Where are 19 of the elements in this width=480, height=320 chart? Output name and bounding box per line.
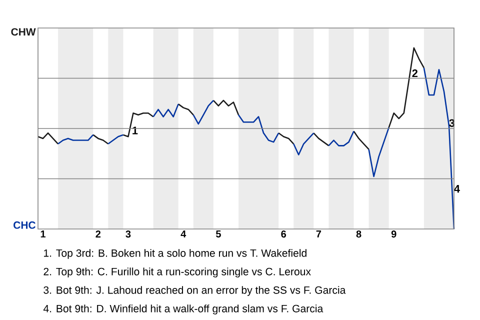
text: 3. Bot 9th: J. Lahoud reached on an error by the SS vs F. Garcia [44,286,346,296]
text: 4 [454,185,460,193]
x-tick-label: 5 [216,230,221,238]
text: CHW [11,28,36,36]
x-tick-label: 3 [126,230,131,238]
x-tick-label: 2 [96,230,101,238]
x-tick-label: 8 [356,230,362,238]
x-tick-label: 1 [40,230,46,238]
annotation: 1 [132,126,138,134]
x-tick-label: 4 [180,230,186,238]
x-tick-label: 6 [281,230,286,238]
text: 1. Top 3rd: B. Boken hit a solo home run vs T. Wakefield [44,249,306,259]
text: 2. Top 9th: C. Furillo hit a run-scoring single vs C. Leroux [44,268,311,278]
x-tick-label: 7 [316,230,322,238]
annotation: 2 [412,69,418,78]
x-tick-label: 9 [391,230,396,238]
annotation: 3 [449,119,455,127]
text: 4. Bot 9th: D. Winfield hit a walk-off grand slam vs F. Garcia [43,304,324,314]
text: CHC [14,221,36,229]
